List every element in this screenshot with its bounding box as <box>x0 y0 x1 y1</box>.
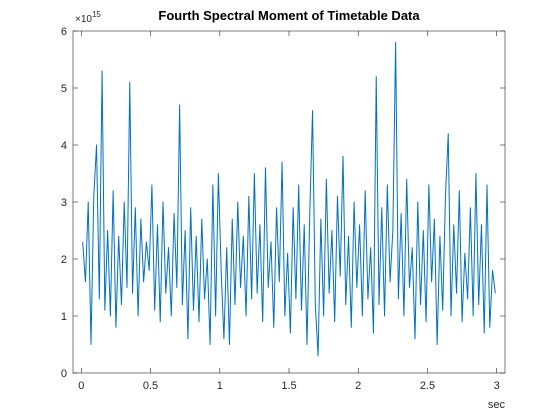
y-tick-label: 6 <box>61 26 67 38</box>
y-tick-label: 1 <box>61 311 67 323</box>
y-tick-label: 5 <box>61 83 67 95</box>
y-tick-label: 4 <box>61 140 67 152</box>
x-tick-label: 2 <box>355 380 361 392</box>
y-tick-label: 2 <box>61 254 67 266</box>
y-multiplier: ×1015 <box>75 10 101 25</box>
x-tick-label: 0.5 <box>143 380 158 392</box>
axes-box <box>72 30 506 374</box>
chart-title: Fourth Spectral Moment of Timetable Data <box>158 8 420 23</box>
y-tick-label: 0 <box>61 368 67 380</box>
x-tick-label: 1.5 <box>281 380 296 392</box>
x-tick-label: 3 <box>494 380 500 392</box>
y-tick-label: 3 <box>61 197 67 209</box>
data-line <box>82 41 496 357</box>
multiplier-base: ×10 <box>75 14 92 25</box>
x-tick-label: 0 <box>78 380 84 392</box>
multiplier-exponent: 15 <box>92 10 101 19</box>
x-tick-label: 1 <box>217 380 223 392</box>
x-axis-label: sec <box>488 399 506 411</box>
x-tick-label: 2.5 <box>420 380 435 392</box>
